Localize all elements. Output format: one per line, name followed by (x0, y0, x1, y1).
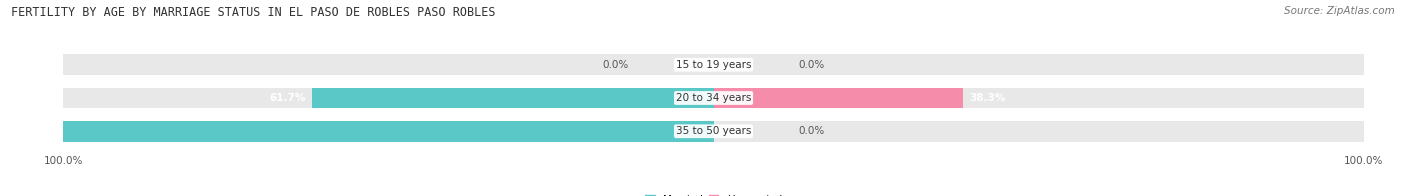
Text: 38.3%: 38.3% (969, 93, 1005, 103)
Text: FERTILITY BY AGE BY MARRIAGE STATUS IN EL PASO DE ROBLES PASO ROBLES: FERTILITY BY AGE BY MARRIAGE STATUS IN E… (11, 6, 496, 19)
Legend: Married, Unmarried: Married, Unmarried (645, 195, 782, 196)
Text: 35 to 50 years: 35 to 50 years (676, 126, 751, 136)
Text: 20 to 34 years: 20 to 34 years (676, 93, 751, 103)
Text: 0.0%: 0.0% (799, 126, 824, 136)
Bar (63, 121, 1364, 142)
Bar (63, 121, 713, 142)
Text: Source: ZipAtlas.com: Source: ZipAtlas.com (1284, 6, 1395, 16)
Text: 61.7%: 61.7% (270, 93, 307, 103)
Text: 0.0%: 0.0% (603, 60, 628, 70)
Text: 0.0%: 0.0% (799, 60, 824, 70)
Bar (63, 54, 1364, 75)
Text: 15 to 19 years: 15 to 19 years (676, 60, 751, 70)
Bar (713, 88, 963, 108)
Text: 100.0%: 100.0% (13, 126, 56, 136)
Bar (312, 88, 713, 108)
Bar (63, 88, 1364, 108)
